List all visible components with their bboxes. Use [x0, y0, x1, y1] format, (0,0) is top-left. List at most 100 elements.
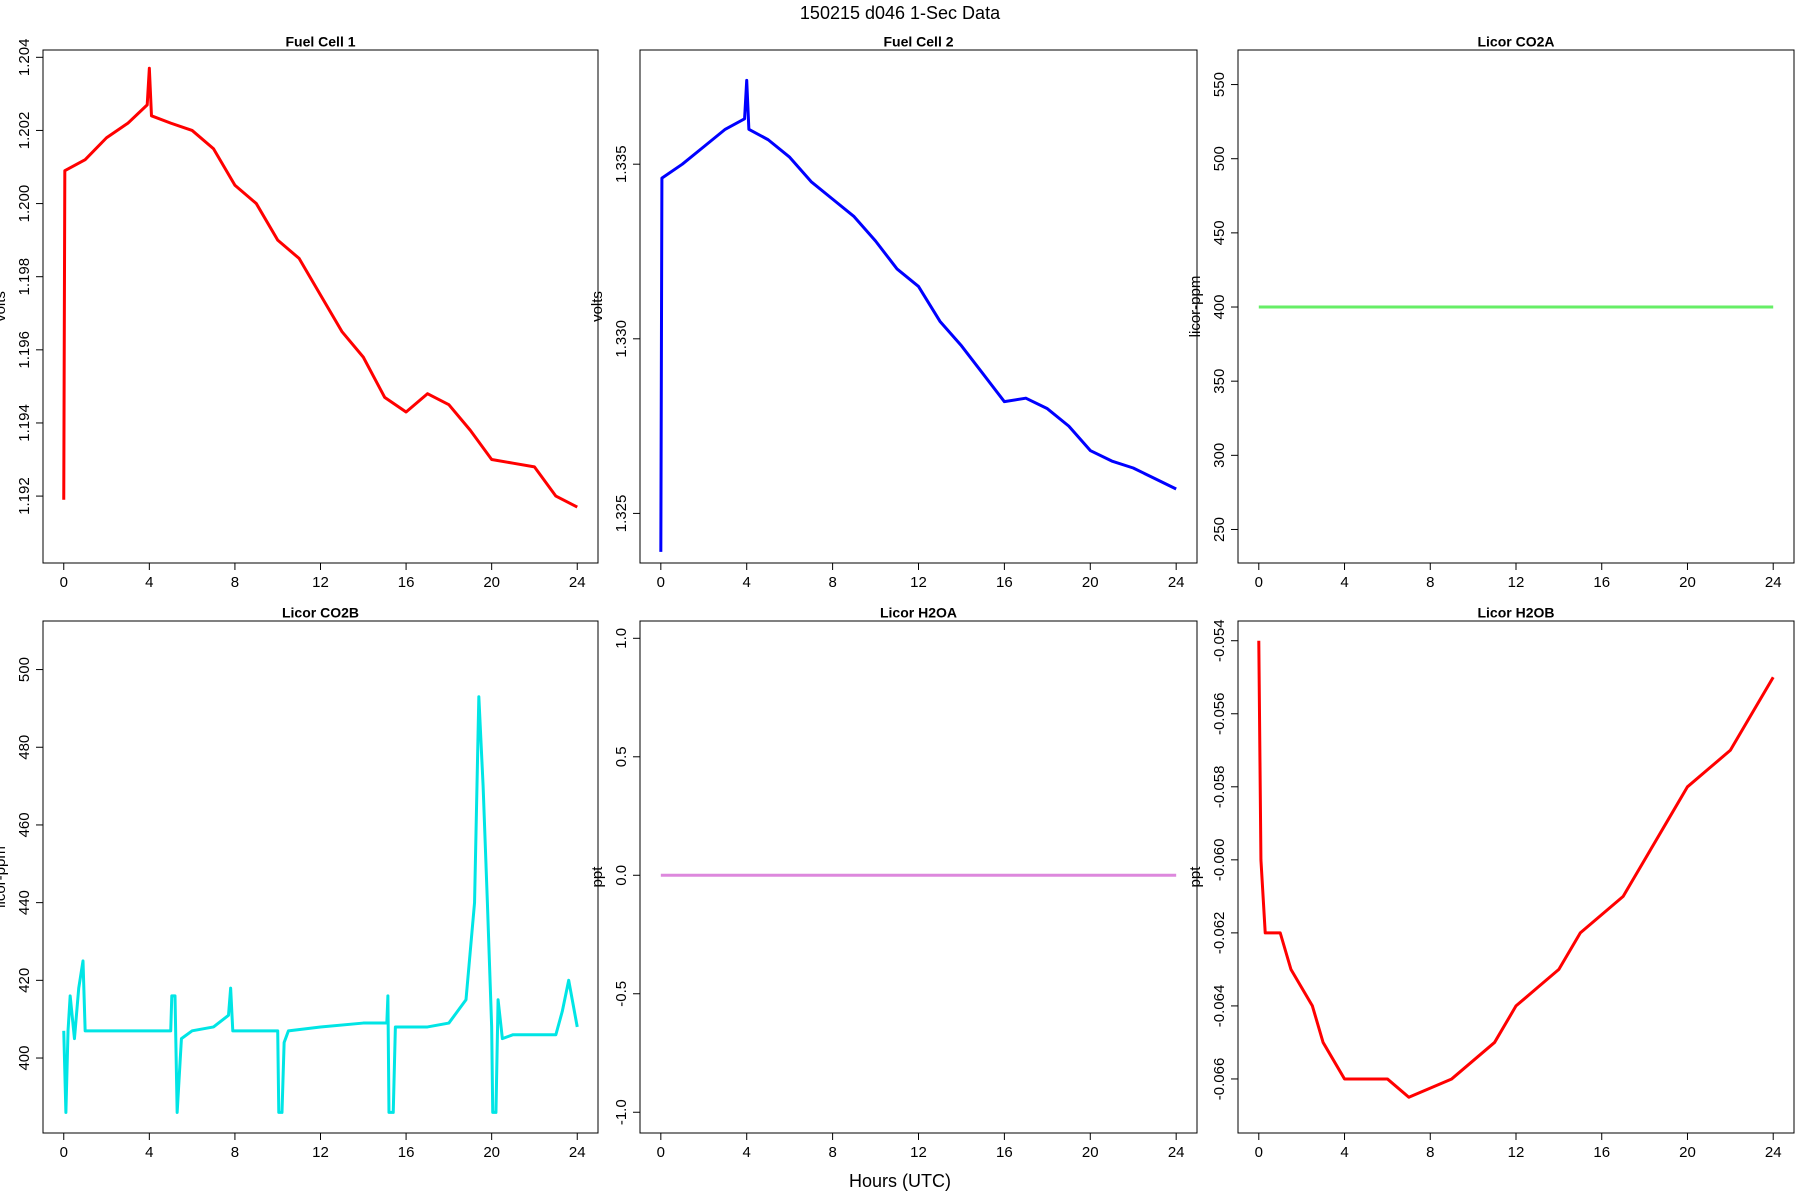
x-tick-label: 16 — [1593, 574, 1610, 591]
y-tick-label: 550 — [1211, 72, 1228, 97]
y-tick-label: 1.335 — [613, 145, 630, 183]
y-tick-label: 0.5 — [613, 746, 630, 767]
x-tick-label: 0 — [60, 1144, 68, 1161]
plot-frame — [1237, 620, 1795, 1134]
x-tick-label: 20 — [483, 1144, 500, 1161]
x-tick-label: 4 — [743, 1144, 751, 1161]
x-tick-label: 24 — [569, 1144, 586, 1161]
data-line — [1257, 640, 1775, 1099]
x-tick-label: 20 — [1679, 574, 1696, 591]
x-tick-label: 8 — [828, 1144, 836, 1161]
y-tick-label: 500 — [1211, 146, 1228, 171]
x-tick-label: 16 — [996, 1144, 1013, 1161]
x-tick-label: 24 — [1168, 574, 1185, 591]
x-tick-label: 24 — [1765, 574, 1782, 591]
data-line — [62, 695, 579, 1114]
x-tick-label: 12 — [910, 574, 927, 591]
y-tick-label: -0.5 — [613, 981, 630, 1007]
x-tick-label: 4 — [1340, 574, 1348, 591]
x-tick-label: 16 — [1593, 1144, 1610, 1161]
panel-title: Licor CO2B — [282, 605, 359, 621]
x-tick-label: 0 — [60, 574, 68, 591]
x-tick-label: 16 — [398, 1144, 415, 1161]
y-axis-label: volts — [589, 291, 606, 322]
x-tick-label: 12 — [910, 1144, 927, 1161]
y-tick-label: 1.200 — [16, 185, 33, 223]
x-tick-label: 16 — [996, 574, 1013, 591]
y-axis-label: ppt — [1187, 866, 1204, 888]
x-tick-label: 20 — [483, 574, 500, 591]
y-tick-label: -0.066 — [1211, 1058, 1228, 1101]
x-tick-label: 0 — [1255, 574, 1263, 591]
x-tick-label: 12 — [312, 1144, 329, 1161]
y-tick-label: 1.330 — [613, 320, 630, 358]
x-tick-label: 0 — [1255, 1144, 1263, 1161]
y-tick-label: 1.198 — [16, 258, 33, 296]
y-tick-label: -1.0 — [613, 1099, 630, 1125]
x-tick-label: 16 — [398, 574, 415, 591]
x-tick-label: 4 — [743, 574, 751, 591]
y-tick-label: 250 — [1211, 517, 1228, 542]
x-tick-label: 24 — [569, 574, 586, 591]
plot-frame — [639, 620, 1198, 1134]
y-axis-label: licor-ppm — [1187, 276, 1204, 338]
y-tick-label: 1.204 — [16, 39, 33, 77]
y-tick-label: 400 — [16, 1046, 33, 1071]
x-tick-label: 12 — [312, 574, 329, 591]
y-tick-label: 1.325 — [613, 495, 630, 533]
x-tick-label: 20 — [1679, 1144, 1696, 1161]
x-tick-label: 4 — [145, 574, 153, 591]
plot-frame — [42, 49, 599, 564]
y-axis-label: volts — [0, 291, 9, 322]
x-tick-label: 4 — [145, 1144, 153, 1161]
y-tick-label: 500 — [16, 657, 33, 682]
x-tick-label: 20 — [1082, 1144, 1099, 1161]
y-tick-label: 450 — [1211, 220, 1228, 245]
y-tick-label: 420 — [16, 968, 33, 993]
x-tick-label: 8 — [231, 1144, 239, 1161]
y-tick-label: 400 — [1211, 295, 1228, 320]
y-tick-label: 440 — [16, 890, 33, 915]
y-tick-label: 350 — [1211, 369, 1228, 394]
data-line — [62, 66, 578, 509]
x-tick-label: 0 — [657, 1144, 665, 1161]
x-tick-label: 12 — [1508, 1144, 1525, 1161]
x-tick-label: 8 — [231, 574, 239, 591]
data-line — [659, 78, 1177, 552]
panel-title: Licor H2OA — [880, 605, 957, 621]
plot-frame — [42, 620, 599, 1134]
y-tick-label: -0.064 — [1211, 985, 1228, 1028]
y-tick-label: 1.196 — [16, 331, 33, 369]
x-tick-label: 24 — [1765, 1144, 1782, 1161]
plot-frame — [639, 49, 1198, 564]
y-tick-label: 460 — [16, 812, 33, 837]
x-tick-label: 8 — [1426, 574, 1434, 591]
x-tick-label: 8 — [1426, 1144, 1434, 1161]
y-tick-label: 1.0 — [613, 628, 630, 649]
y-tick-label: 1.194 — [16, 404, 33, 442]
x-tick-label: 20 — [1082, 574, 1099, 591]
y-tick-label: 300 — [1211, 443, 1228, 468]
panel-title: Fuel Cell 2 — [883, 34, 953, 50]
x-tick-label: 0 — [657, 574, 665, 591]
y-tick-label: 480 — [16, 735, 33, 760]
y-tick-label: 1.192 — [16, 477, 33, 515]
x-tick-label: 24 — [1168, 1144, 1185, 1161]
page-title: 150215 d046 1-Sec Data — [800, 3, 1001, 23]
y-tick-label: 1.202 — [16, 112, 33, 150]
y-tick-label: 0.0 — [613, 865, 630, 886]
y-tick-label: -0.056 — [1211, 692, 1228, 735]
panel-title: Licor H2OB — [1477, 605, 1554, 621]
panel-title: Licor CO2A — [1477, 34, 1554, 50]
x-axis-label: Hours (UTC) — [849, 1171, 951, 1191]
y-tick-label: -0.062 — [1211, 912, 1228, 955]
y-tick-label: -0.058 — [1211, 766, 1228, 809]
panel-title: Fuel Cell 1 — [285, 34, 355, 50]
y-tick-label: -0.054 — [1211, 619, 1228, 662]
x-tick-label: 4 — [1340, 1144, 1348, 1161]
y-axis-label: licor-ppm — [0, 846, 9, 908]
y-axis-label: ppt — [589, 866, 606, 888]
y-tick-label: -0.060 — [1211, 839, 1228, 882]
x-tick-label: 8 — [828, 574, 836, 591]
